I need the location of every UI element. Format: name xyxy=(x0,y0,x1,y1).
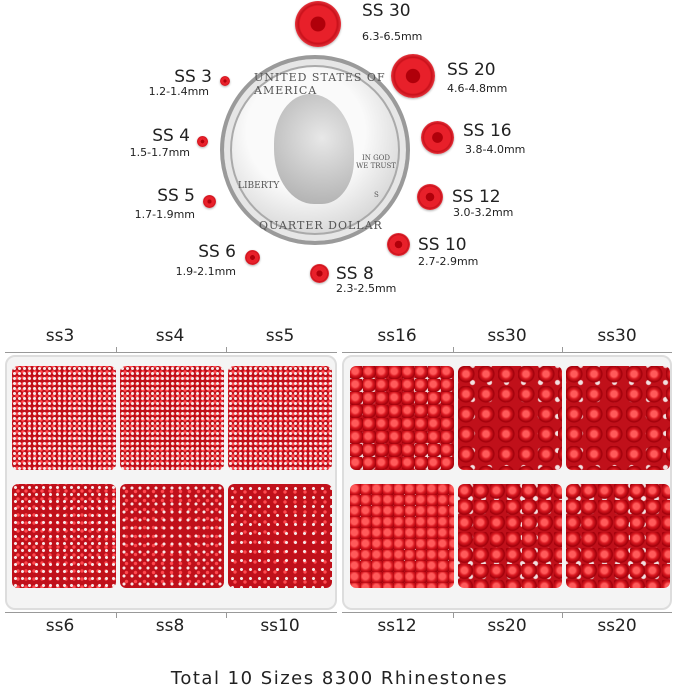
coin-inscription-liberty: LIBERTY xyxy=(238,181,280,191)
coin-motto: IN GOD WE TRUST xyxy=(356,154,396,170)
gem-ss3 xyxy=(220,76,230,86)
coin-inscription-top: UNITED STATES OF AMERICA xyxy=(254,71,386,97)
compartment-label: ss6 xyxy=(45,616,75,636)
size-label: SS 20 xyxy=(447,60,496,80)
compartment-label: ss5 xyxy=(265,326,295,346)
compartment-label: ss12 xyxy=(377,616,417,636)
compartment-ss10 xyxy=(228,484,332,588)
size-mm: 4.6-4.8mm xyxy=(447,82,508,95)
gem-ss5 xyxy=(203,195,216,208)
compartment-ss20 xyxy=(458,484,562,588)
gem-ss10 xyxy=(387,233,410,256)
compartment-ss4 xyxy=(120,366,224,470)
coin-inscription-bottom: QUARTER DOLLAR xyxy=(259,219,383,232)
size-label: SS 16 xyxy=(463,121,512,141)
footer-caption: Total 10 Sizes 8300 Rhinestones xyxy=(170,668,509,689)
size-label: SS 5 xyxy=(157,186,195,206)
size-label: SS 10 xyxy=(418,235,467,255)
compartment-label: ss20 xyxy=(597,616,637,636)
left-tray xyxy=(5,355,337,610)
size-label: SS 30 xyxy=(362,1,411,21)
gem-ss16 xyxy=(421,121,454,154)
compartment-ss16 xyxy=(350,366,454,470)
size-mm: 2.3-2.5mm xyxy=(336,282,397,295)
quarter-coin-image: UNITED STATES OF AMERICA LIBERTY IN GOD … xyxy=(220,55,410,245)
compartment-label: ss30 xyxy=(487,326,527,346)
size-mm: 2.7-2.9mm xyxy=(418,255,479,268)
compartment-ss20 xyxy=(566,484,670,588)
compartment-label: ss8 xyxy=(155,616,185,636)
compartment-label: ss4 xyxy=(155,326,185,346)
size-label: SS 8 xyxy=(336,264,374,284)
compartment-ss12 xyxy=(350,484,454,588)
gem-ss8 xyxy=(310,264,329,283)
compartment-label: ss16 xyxy=(377,326,417,346)
size-mm: 1.7-1.9mm xyxy=(134,208,195,221)
compartment-ss6 xyxy=(12,484,116,588)
washington-portrait xyxy=(274,94,354,204)
size-label: SS 6 xyxy=(198,242,236,262)
compartment-label: ss10 xyxy=(260,616,300,636)
gem-ss4 xyxy=(197,136,208,147)
size-label: SS 3 xyxy=(174,67,212,87)
gem-ss20 xyxy=(391,54,435,98)
right-tray xyxy=(342,355,672,610)
compartment-ss5 xyxy=(228,366,332,470)
compartment-label: ss20 xyxy=(487,616,527,636)
size-mm: 1.9-2.1mm xyxy=(175,265,236,278)
size-mm: 1.5-1.7mm xyxy=(129,146,190,159)
size-mm: 1.2-1.4mm xyxy=(148,85,209,98)
gem-ss30 xyxy=(295,1,341,47)
size-mm: 6.3-6.5mm xyxy=(362,30,423,43)
coin-mint-mark: S xyxy=(374,191,379,199)
compartment-ss8 xyxy=(120,484,224,588)
size-mm: 3.0-3.2mm xyxy=(453,206,514,219)
size-label: SS 4 xyxy=(152,126,190,146)
gem-ss12 xyxy=(417,184,443,210)
size-mm: 3.8-4.0mm xyxy=(465,143,526,156)
compartment-ss3 xyxy=(12,366,116,470)
compartment-ss30 xyxy=(458,366,562,470)
gem-ss6 xyxy=(245,250,260,265)
compartment-ss30 xyxy=(566,366,670,470)
size-label: SS 12 xyxy=(452,187,501,207)
compartment-label: ss30 xyxy=(597,326,637,346)
compartment-label: ss3 xyxy=(45,326,75,346)
